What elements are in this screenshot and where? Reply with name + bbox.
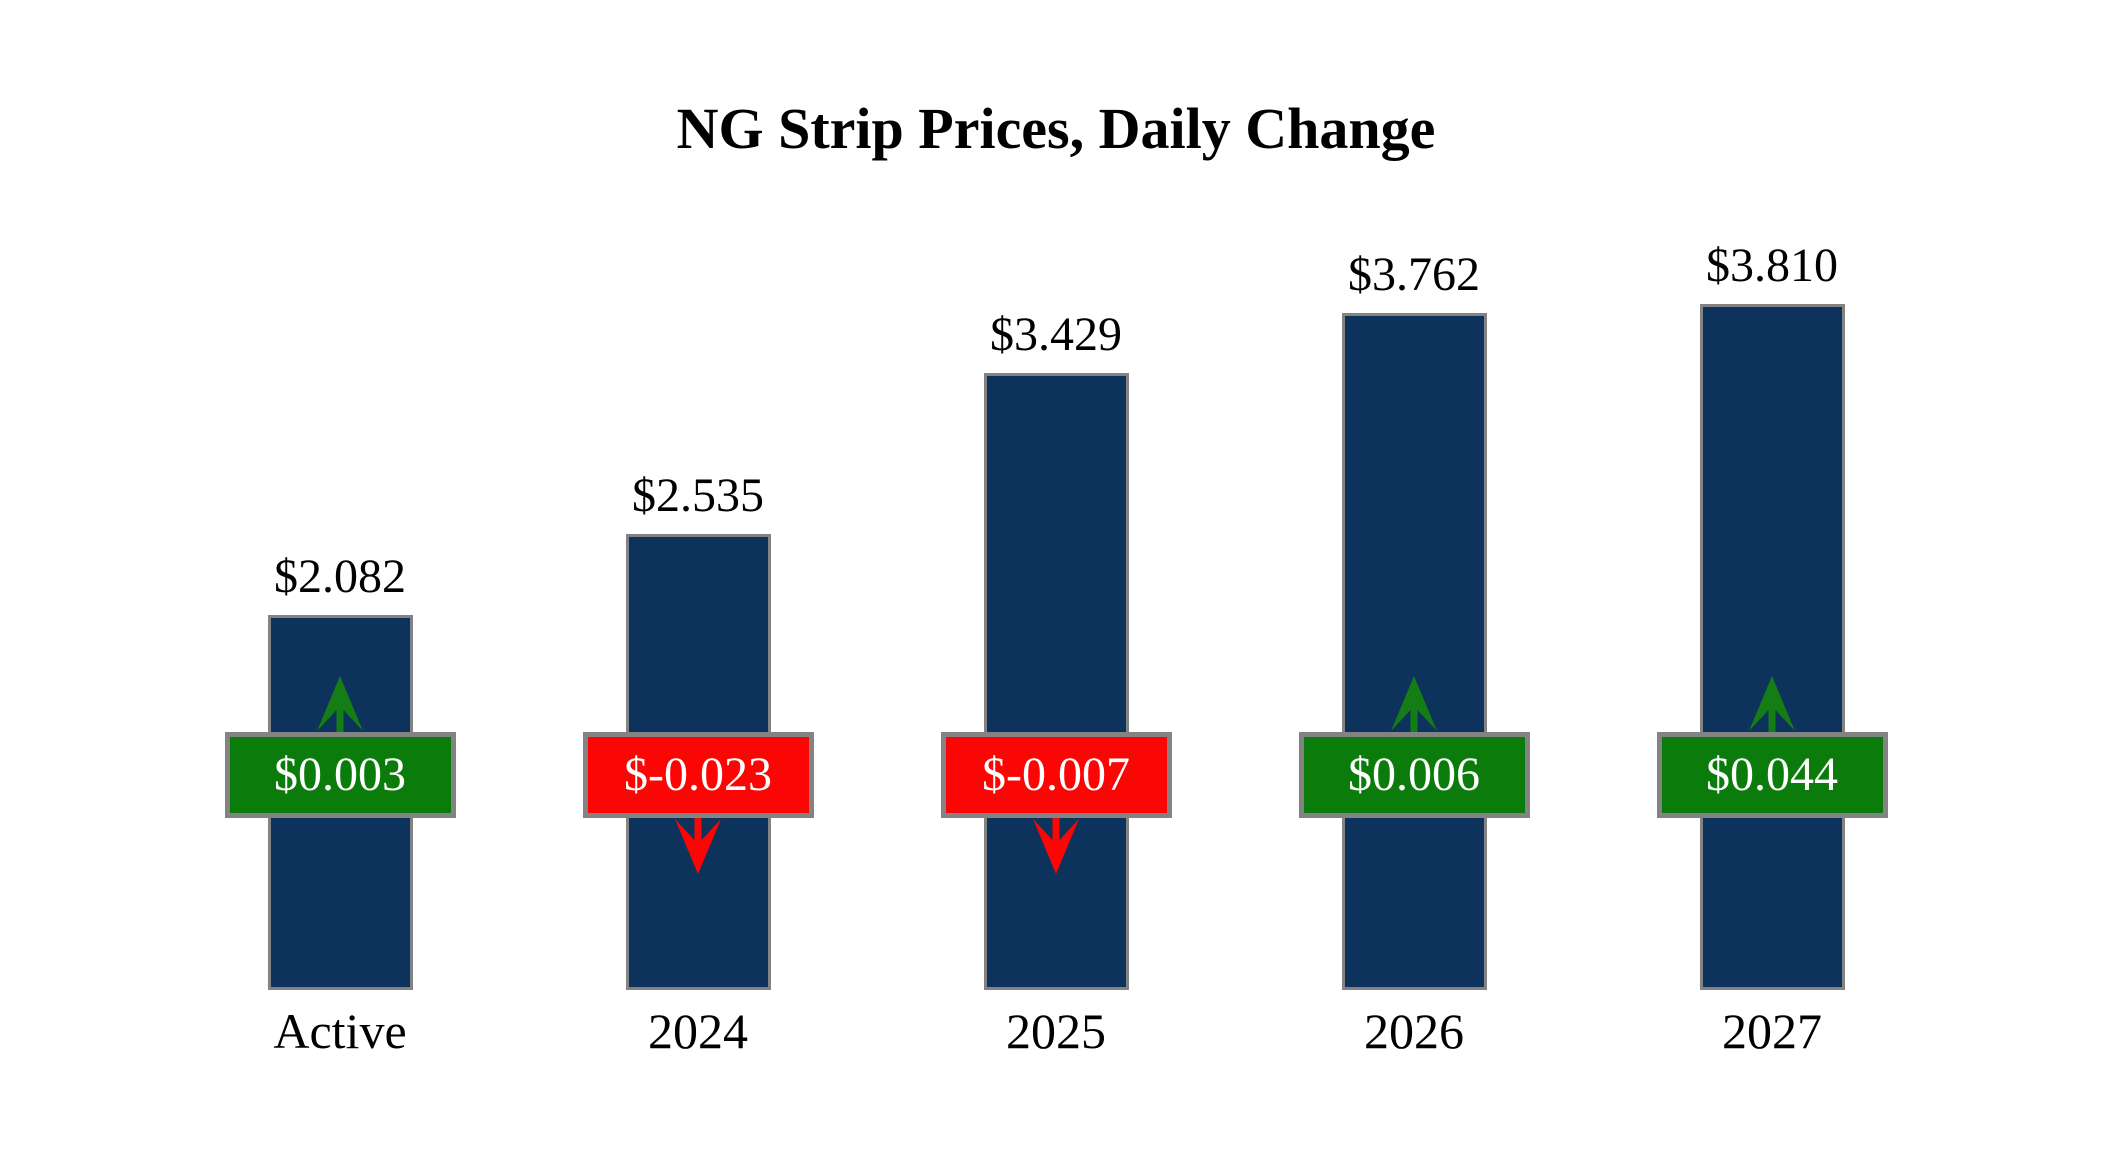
price-label: $2.535: [632, 469, 764, 522]
change-badge: $-0.007: [940, 732, 1172, 818]
bar: [1341, 313, 1487, 990]
change-value: $-0.007: [982, 748, 1130, 801]
change-badge: $0.044: [1656, 732, 1888, 818]
price-label: $2.082: [274, 550, 406, 603]
bar: [1699, 304, 1845, 990]
up-arrow-icon: [1391, 676, 1437, 734]
change-value: $0.003: [274, 748, 406, 801]
category-label: 2024: [648, 1003, 748, 1059]
change-badge: $0.006: [1298, 732, 1530, 818]
price-label: $3.810: [1706, 239, 1838, 292]
chart-title: NG Strip Prices, Daily Change: [676, 96, 1436, 161]
price-label: $3.762: [1348, 248, 1480, 301]
bar: [983, 373, 1129, 990]
category-label: 2026: [1364, 1003, 1464, 1059]
change-badge: $0.003: [224, 732, 456, 818]
price-label: $3.429: [990, 308, 1122, 361]
change-value: $0.006: [1348, 748, 1480, 801]
change-value: $0.044: [1706, 748, 1838, 801]
up-arrow-icon: [1749, 676, 1795, 734]
down-arrow-icon: [1033, 816, 1079, 874]
category-label: 2025: [1006, 1003, 1106, 1059]
change-value: $-0.023: [624, 748, 772, 801]
category-label: Active: [273, 1003, 407, 1059]
up-arrow-icon: [317, 676, 363, 734]
change-badge: $-0.023: [582, 732, 814, 818]
down-arrow-icon: [675, 816, 721, 874]
category-label: 2027: [1722, 1003, 1822, 1059]
